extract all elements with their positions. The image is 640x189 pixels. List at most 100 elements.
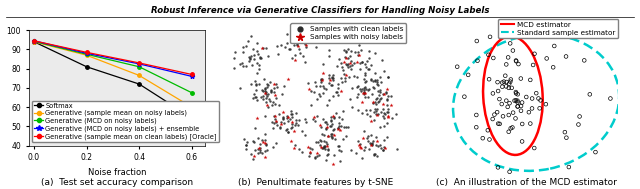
Point [579, 59, 589, 62]
Point [333, 127, 343, 130]
Point [248, 92, 259, 95]
Point [332, 64, 342, 67]
Point [353, 93, 363, 96]
Point [312, 34, 322, 37]
Point [289, 124, 300, 127]
Point [590, 151, 600, 154]
Point [367, 141, 377, 144]
Point [276, 121, 286, 124]
Point [504, 170, 515, 173]
Point [360, 92, 370, 95]
Point [241, 143, 251, 146]
Point [369, 153, 379, 156]
Point [365, 134, 376, 137]
Point [289, 129, 300, 132]
Point [334, 149, 344, 152]
Point [312, 98, 322, 101]
Point [383, 115, 393, 119]
Point [323, 74, 333, 77]
Point [316, 80, 326, 83]
Point [239, 137, 249, 140]
Line: Generative (MCD on noisy labels) + ensemble: Generative (MCD on noisy labels) + ensem… [31, 38, 194, 79]
Point [483, 129, 493, 132]
Point [513, 105, 523, 108]
Point [228, 56, 239, 59]
Point [371, 110, 381, 113]
Point [525, 78, 536, 81]
Point [360, 86, 371, 89]
Point [324, 98, 334, 101]
Line: Generative (sample mean on noisy labels): Generative (sample mean on noisy labels) [32, 40, 193, 109]
Point [383, 108, 393, 111]
Point [276, 123, 286, 126]
Point [504, 82, 515, 85]
Point [307, 148, 317, 151]
Point [549, 44, 559, 47]
Point [246, 34, 257, 37]
Point [370, 107, 380, 110]
Generative (MCD on noisy labels) [188, 91, 195, 94]
Point [547, 29, 557, 33]
Point [378, 148, 388, 151]
Generative (sample mean on noisy labels) [135, 74, 143, 77]
Point [371, 143, 381, 146]
Point [262, 106, 273, 109]
Point [511, 91, 521, 94]
Point [511, 60, 522, 63]
Softmax [188, 117, 195, 119]
Generative (sample mean on clean labels) [Oracle] [30, 40, 38, 42]
Point [506, 78, 516, 81]
Point [317, 78, 328, 81]
Line: Generative (sample mean on clean labels) [Oracle]: Generative (sample mean on clean labels)… [32, 39, 193, 76]
Point [278, 111, 288, 114]
Point [325, 79, 335, 82]
Point [255, 148, 266, 151]
Point [255, 95, 266, 98]
Point [328, 74, 339, 77]
Point [287, 40, 297, 43]
Point [351, 152, 361, 155]
Point [262, 85, 273, 88]
Point [261, 97, 271, 100]
Point [330, 128, 340, 131]
Point [365, 114, 375, 117]
Point [378, 138, 388, 141]
Point [327, 76, 337, 79]
Point [376, 59, 387, 62]
Point [250, 79, 260, 82]
Point [312, 115, 322, 118]
Point [271, 96, 282, 99]
Point [493, 166, 503, 169]
Point [383, 114, 393, 117]
Point [367, 80, 378, 83]
Point [392, 147, 402, 150]
Point [508, 126, 518, 129]
Point [346, 60, 356, 63]
Point [262, 149, 273, 152]
Point [378, 103, 388, 106]
Point [283, 77, 293, 80]
Point [286, 127, 296, 130]
Point [321, 120, 331, 123]
Point [492, 81, 502, 84]
Point [585, 93, 595, 96]
Point [378, 108, 388, 111]
Point [255, 57, 265, 60]
Point [355, 62, 365, 65]
Point [253, 83, 264, 86]
Point [256, 56, 266, 59]
Point [241, 148, 251, 151]
Point [341, 50, 351, 53]
Point [261, 142, 271, 145]
Point [379, 70, 389, 73]
Point [353, 54, 363, 57]
Point [372, 144, 383, 147]
Point [342, 63, 353, 66]
Point [362, 113, 372, 116]
Point [316, 78, 326, 81]
Point [380, 147, 390, 150]
Point [289, 43, 299, 46]
Point [517, 140, 527, 143]
Point [490, 113, 500, 116]
Point [297, 130, 307, 133]
